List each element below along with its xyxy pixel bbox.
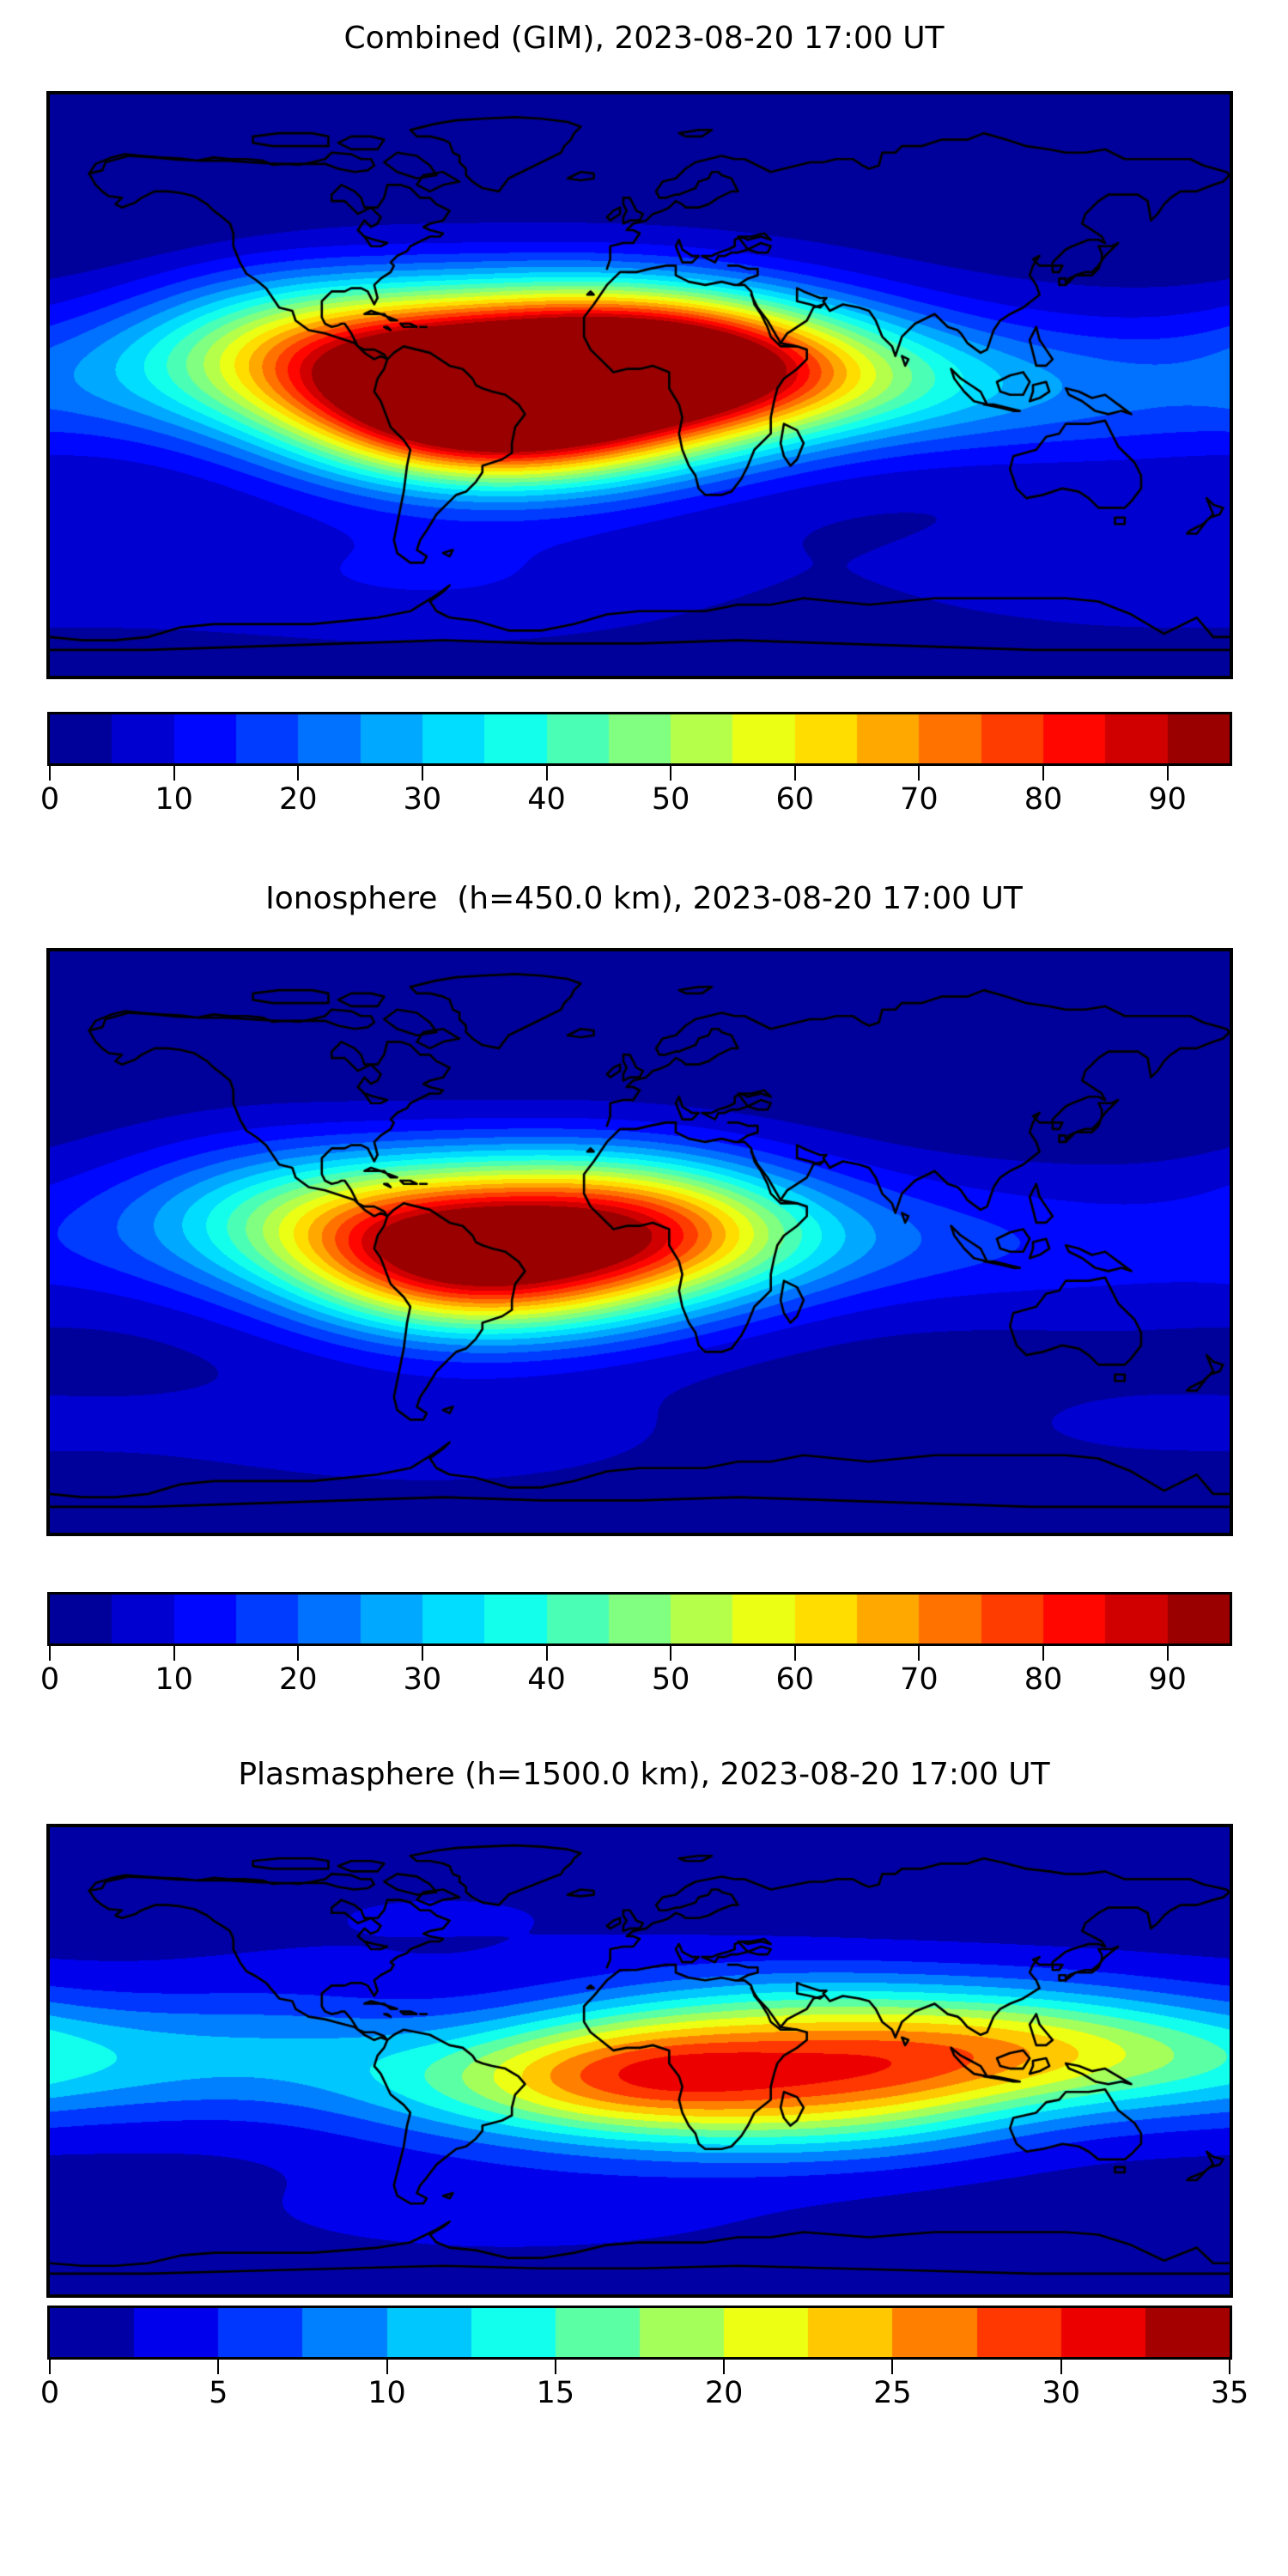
- colorbar-tick-label: 50: [651, 782, 690, 817]
- colorbar-combined: 0 10 20 30 40 50 60 70 80 90: [40, 712, 1232, 817]
- colorbar-tick-label: 40: [527, 782, 566, 817]
- colorbar-tick-label: 90: [1148, 782, 1187, 817]
- colorbar-tick-mark: [918, 1646, 920, 1661]
- colorbar-tick-mark: [918, 766, 920, 781]
- colorbar-tick-label: 0: [39, 2376, 60, 2410]
- colorbar-tick-mark: [554, 2360, 556, 2374]
- colorbar-tick-label: 20: [704, 2376, 744, 2410]
- colorbar-tick-mark: [670, 766, 672, 781]
- colorbar-tick-label: 80: [1024, 782, 1063, 817]
- colorbar-tick-mark: [49, 2360, 51, 2374]
- colorbar-tick-mark: [297, 1646, 300, 1661]
- map-canvas-ionosphere: [50, 951, 1230, 1533]
- panel-title-ionosphere: Ionosphere (h=450.0 km), 2023-08-20 17:0…: [265, 881, 1023, 916]
- colorbar-canvas-ionosphere: [50, 1595, 1230, 1643]
- colorbar-tick-mark: [1042, 766, 1045, 781]
- colorbar-tick-label: 30: [403, 1662, 442, 1697]
- colorbar-tick-mark: [421, 766, 423, 781]
- colorbar-plasmasphere: 0 5 10 15 20 25 30 35: [40, 2306, 1249, 2410]
- colorbar-tick-label: 35: [1210, 2376, 1249, 2410]
- colorbar-ionosphere: 0 10 20 30 40 50 60 70 80 90: [40, 1592, 1232, 1697]
- map-ionosphere: [46, 948, 1233, 1536]
- colorbar-canvas-plasmasphere: [50, 2308, 1230, 2357]
- map-canvas-combined: [50, 94, 1230, 676]
- colorbar-tick-label: 60: [775, 1662, 815, 1697]
- map-combined-gim: [46, 91, 1233, 679]
- colorbar-tick-mark: [173, 766, 175, 781]
- colorbar-tick-mark: [670, 1646, 672, 1661]
- colorbar-tick-label: 10: [155, 1662, 193, 1697]
- colorbar-tick-label: 70: [900, 1662, 939, 1697]
- colorbar-tick-label: 10: [368, 2376, 406, 2410]
- colorbar-tick-label: 0: [39, 1662, 60, 1697]
- map-plasmasphere: [46, 1824, 1233, 2298]
- panel-title-plasmasphere: Plasmasphere (h=1500.0 km), 2023-08-20 1…: [238, 1757, 1050, 1792]
- colorbar-tick-mark: [793, 1646, 796, 1661]
- colorbar-tick-label: 40: [527, 1662, 566, 1697]
- colorbar-gradient-plasmasphere: [47, 2306, 1232, 2360]
- colorbar-tick-label: 0: [39, 782, 60, 817]
- colorbar-tick-mark: [1166, 766, 1169, 781]
- colorbar-tick-mark: [49, 766, 51, 781]
- colorbar-tick-label: 90: [1148, 1662, 1187, 1697]
- colorbar-gradient-ionosphere: [47, 1592, 1232, 1646]
- colorbar-tick-mark: [723, 2360, 726, 2374]
- colorbar-tick-mark: [1060, 2360, 1062, 2374]
- colorbar-tick-label: 80: [1024, 1662, 1063, 1697]
- panel-title-combined: Combined (GIM), 2023-08-20 17:00 UT: [343, 21, 945, 56]
- colorbar-tick-mark: [1229, 2360, 1230, 2374]
- colorbar-tick-label: 25: [873, 2376, 912, 2410]
- colorbar-tick-mark: [297, 766, 300, 781]
- colorbar-tick-label: 5: [209, 2376, 228, 2410]
- colorbar-tick-mark: [1042, 1646, 1045, 1661]
- colorbar-tick-mark: [891, 2360, 894, 2374]
- map-canvas-plasmasphere: [50, 1827, 1230, 2294]
- colorbar-tick-label: 30: [403, 782, 442, 817]
- colorbar-tick-label: 50: [651, 1662, 690, 1697]
- colorbar-tick-mark: [49, 1646, 51, 1661]
- colorbar-tick-label: 70: [900, 782, 939, 817]
- colorbar-tick-label: 60: [775, 782, 815, 817]
- colorbar-tick-mark: [545, 1646, 548, 1661]
- colorbar-tick-label: 15: [536, 2376, 575, 2410]
- colorbar-tick-mark: [421, 1646, 423, 1661]
- colorbar-tick-label: 30: [1042, 2376, 1080, 2410]
- colorbar-canvas-combined: [50, 714, 1230, 763]
- colorbar-tick-label: 10: [155, 782, 193, 817]
- colorbar-tick-label: 20: [278, 782, 318, 817]
- colorbar-tick-mark: [545, 766, 548, 781]
- colorbar-tick-mark: [386, 2360, 388, 2374]
- colorbar-tick-mark: [217, 2360, 220, 2374]
- colorbar-tick-mark: [793, 766, 796, 781]
- colorbar-tick-label: 20: [278, 1662, 318, 1697]
- colorbar-tick-mark: [1166, 1646, 1169, 1661]
- colorbar-tick-mark: [173, 1646, 175, 1661]
- colorbar-gradient-combined: [47, 712, 1232, 766]
